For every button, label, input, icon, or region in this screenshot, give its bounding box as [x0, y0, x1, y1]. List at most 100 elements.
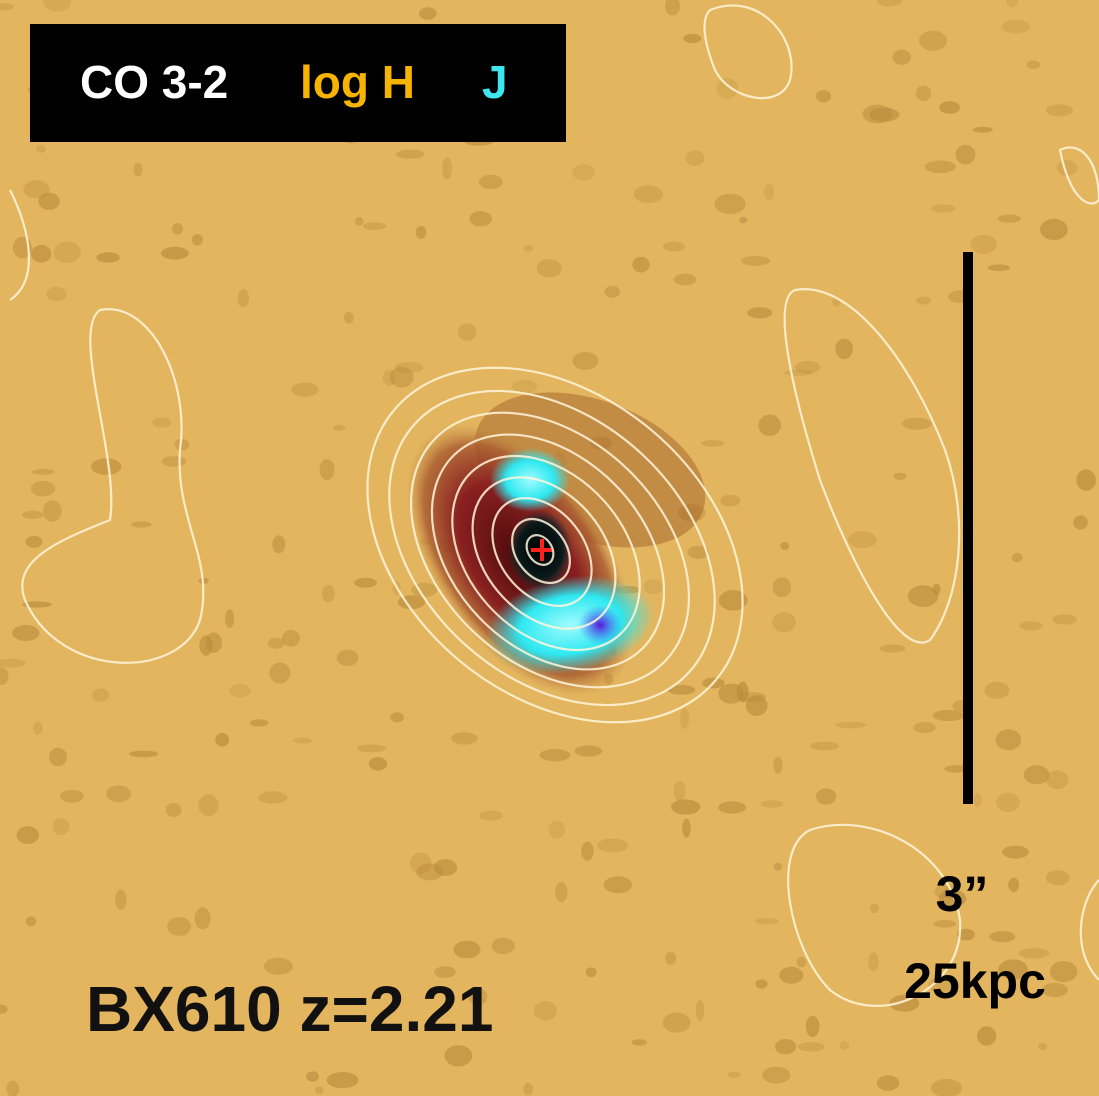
- speckle: [573, 352, 599, 370]
- speckle: [43, 500, 62, 522]
- page: CO 3-2 log H J 3” 25kpc BX610 z=2.21 (()…: [0, 0, 1099, 1096]
- speckle: [1052, 614, 1076, 624]
- speckle: [718, 801, 746, 813]
- speckle: [31, 245, 51, 263]
- speckle: [479, 175, 503, 189]
- speckle: [215, 733, 229, 746]
- speckle: [229, 684, 251, 697]
- speckle: [549, 821, 566, 839]
- speckle: [974, 793, 982, 807]
- speckle: [604, 876, 633, 893]
- speckle: [663, 1013, 691, 1033]
- speckle: [761, 800, 783, 808]
- speckle: [540, 749, 571, 761]
- speckle: [973, 127, 993, 133]
- speckle: [26, 536, 43, 548]
- speckle: [908, 585, 939, 607]
- speckle: [293, 738, 312, 744]
- speckle: [682, 819, 690, 838]
- speckle: [268, 638, 284, 649]
- speckle: [758, 415, 781, 436]
- speckle: [49, 748, 67, 767]
- speckle: [523, 1083, 533, 1096]
- speckle: [714, 194, 745, 214]
- speckle: [728, 1072, 741, 1078]
- speckle: [344, 312, 354, 324]
- speckle: [1046, 770, 1068, 789]
- speckle: [984, 682, 1009, 699]
- speckle: [162, 456, 187, 467]
- speckle: [665, 952, 676, 965]
- speckle: [416, 226, 426, 239]
- speckle: [458, 323, 477, 340]
- speckle: [933, 710, 964, 721]
- speckle: [632, 257, 649, 273]
- speckle: [869, 108, 899, 122]
- speckle: [956, 145, 976, 165]
- speckle: [741, 256, 770, 266]
- speckle: [1020, 621, 1043, 630]
- speckle: [26, 917, 37, 927]
- speckle: [893, 473, 906, 480]
- speckle: [12, 625, 39, 641]
- speckle: [153, 417, 172, 427]
- speckle: [717, 78, 739, 99]
- speckle: [773, 577, 792, 597]
- speckle: [919, 31, 947, 51]
- speckle: [931, 204, 956, 212]
- speckle: [989, 931, 1015, 942]
- speckle: [604, 286, 620, 298]
- speckle: [663, 242, 685, 252]
- speckle: [524, 245, 533, 252]
- speckle: [680, 708, 689, 729]
- speckle: [977, 1026, 996, 1045]
- speckle: [205, 633, 222, 653]
- speckle: [671, 799, 700, 814]
- speckle: [53, 241, 80, 263]
- speckle: [701, 440, 724, 447]
- speckle: [225, 609, 234, 627]
- speckle: [674, 781, 686, 801]
- speckle: [1046, 870, 1070, 885]
- speckle: [258, 791, 287, 803]
- speckle: [291, 383, 318, 397]
- speckle: [383, 370, 396, 386]
- speckle: [1046, 104, 1073, 116]
- speckle: [581, 842, 593, 861]
- image: CO 3-2 log H J 3” 25kpc BX610 z=2.21: [0, 0, 1099, 1096]
- speckle: [916, 297, 931, 305]
- speckle: [772, 612, 796, 632]
- speckle: [327, 1072, 359, 1088]
- speckle: [773, 757, 782, 774]
- speckle: [17, 826, 39, 844]
- speckle: [762, 1067, 790, 1084]
- speckle: [1001, 20, 1030, 34]
- speckle: [537, 259, 562, 277]
- speckle: [848, 531, 877, 548]
- speckle: [133, 163, 142, 177]
- speckle: [92, 688, 110, 701]
- speckle: [739, 217, 747, 224]
- speckle: [195, 907, 211, 929]
- speckle: [737, 682, 749, 703]
- speckle: [166, 803, 182, 817]
- speckle: [357, 745, 386, 753]
- scale-physical: 25kpc: [904, 953, 1046, 1009]
- speckle: [272, 535, 285, 553]
- speckle: [555, 882, 567, 903]
- speckle: [355, 217, 364, 225]
- speckle: [107, 785, 131, 802]
- speckle: [33, 722, 43, 735]
- speckle: [747, 307, 772, 318]
- speckle: [269, 662, 290, 683]
- speckle: [534, 1001, 557, 1021]
- speckle: [419, 7, 437, 20]
- speckle: [369, 757, 387, 770]
- speckle: [996, 729, 1021, 750]
- speckle: [1008, 878, 1019, 892]
- speckle: [755, 918, 779, 924]
- speckle: [634, 185, 663, 203]
- speckle: [479, 811, 503, 821]
- speckle: [746, 695, 768, 716]
- speckle: [835, 339, 853, 360]
